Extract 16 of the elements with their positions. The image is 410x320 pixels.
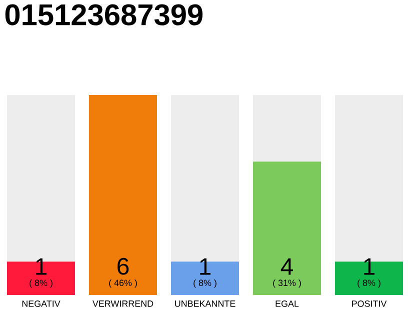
data-label: 1 — [364, 258, 374, 275]
x-tick-label: EGAL — [276, 300, 299, 307]
annotation: ( 8% ) — [194, 279, 216, 288]
annotation: ( 8% ) — [30, 279, 52, 288]
x-tick-label: NEGATIV — [22, 300, 60, 307]
data-label: 1 — [200, 258, 210, 275]
x-tick-label: VERWIRREND — [92, 300, 154, 307]
x-tick-label: UNBEKANNTE — [175, 300, 236, 307]
annotation: ( 46% ) — [109, 279, 137, 288]
x-tick-label: POSITIV — [352, 300, 387, 307]
data-label: 6 — [118, 258, 129, 275]
annotation: ( 8% ) — [358, 279, 380, 288]
annotation: ( 31% ) — [273, 279, 301, 288]
data-label: 4 — [280, 258, 293, 275]
chart-title: 015123687399 — [5, 4, 203, 26]
data-label: 1 — [36, 258, 46, 275]
